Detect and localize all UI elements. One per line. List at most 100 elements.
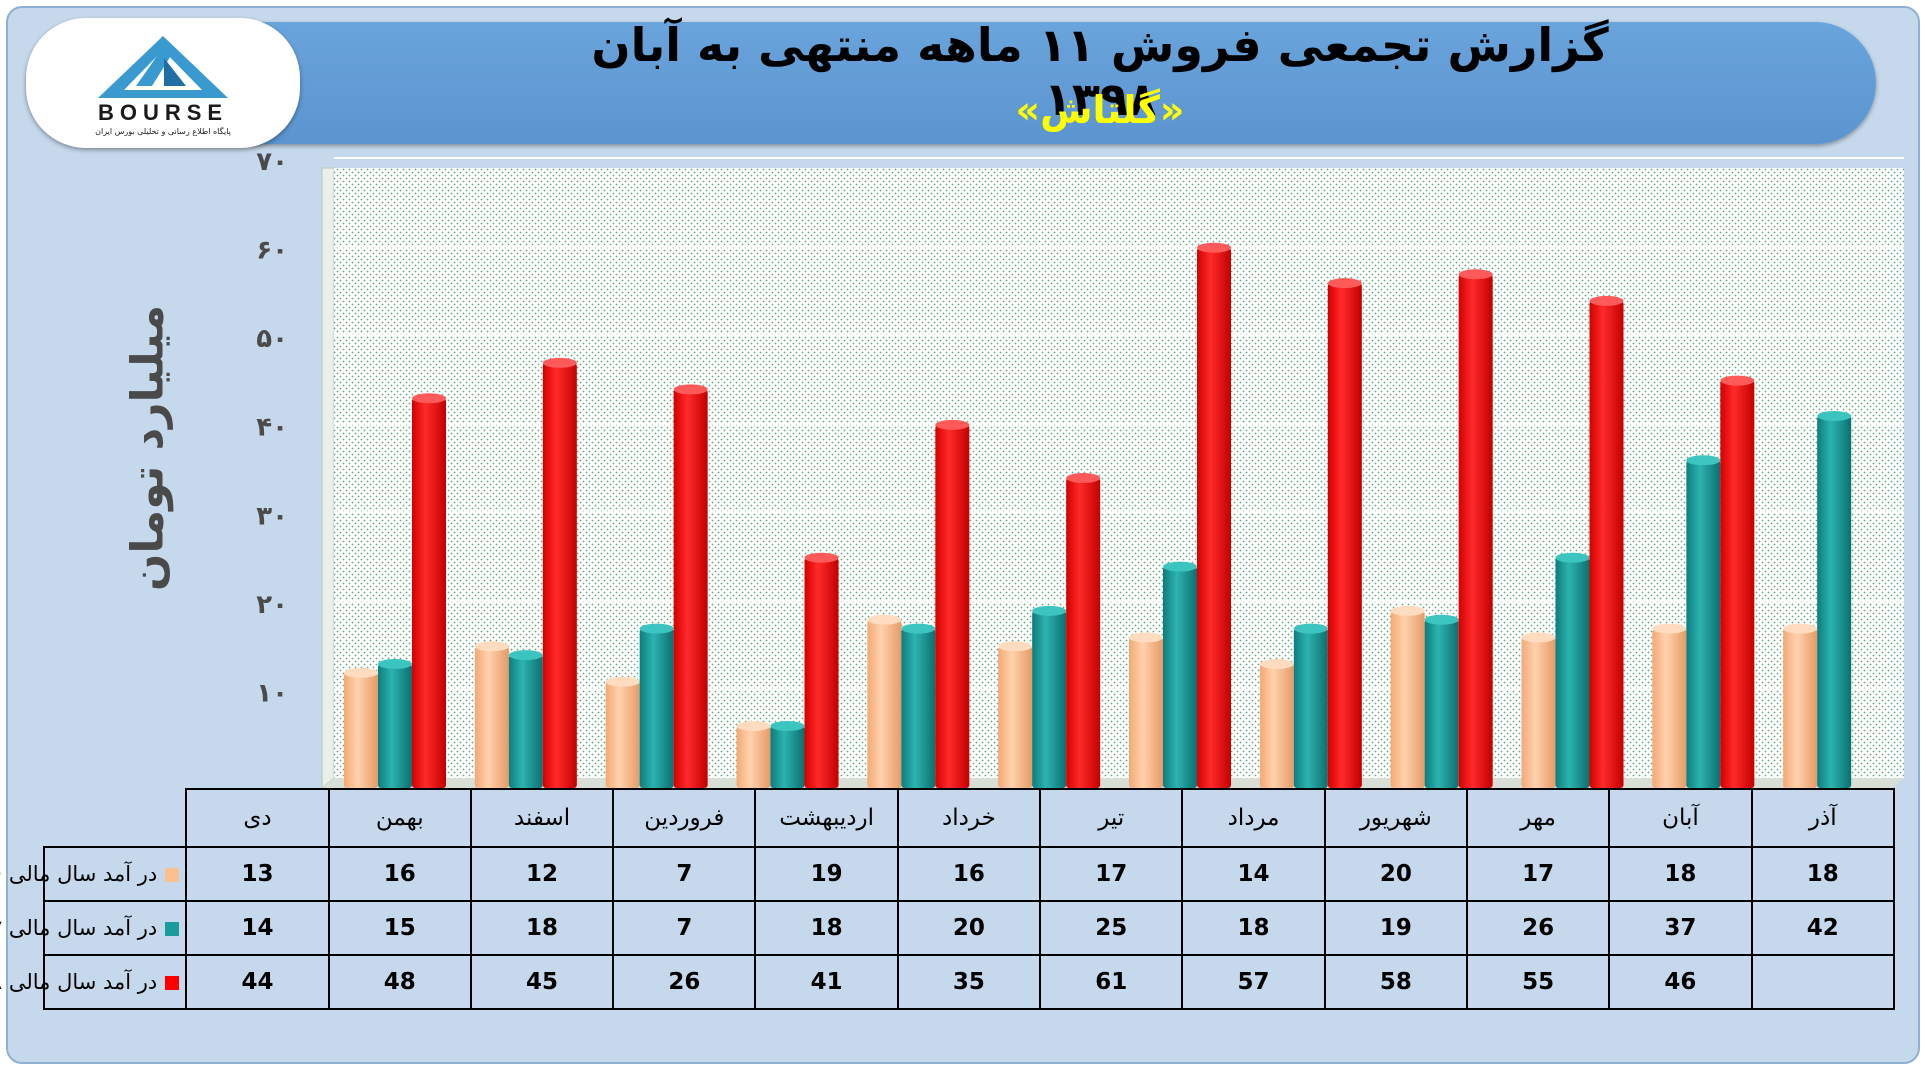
bar bbox=[1066, 473, 1101, 788]
data-label: 20 bbox=[1323, 846, 1468, 902]
bar bbox=[867, 614, 902, 788]
bar bbox=[1424, 614, 1459, 788]
data-label: 7 bbox=[612, 846, 757, 902]
title-banner bbox=[28, 22, 1876, 144]
bar bbox=[1686, 455, 1721, 788]
bar bbox=[1521, 632, 1556, 788]
y-tick-label: ۱۰ bbox=[256, 678, 288, 708]
svg-text:BOURSE: BOURSE bbox=[98, 100, 228, 125]
data-label: 55 bbox=[1465, 954, 1611, 1010]
y-tick-label: ۵۰ bbox=[256, 324, 288, 354]
bar bbox=[804, 552, 839, 788]
data-label: 26 bbox=[612, 954, 757, 1010]
data-label: 17 bbox=[1465, 846, 1611, 902]
bourse-logo-icon: BOURSE پایگاه اطلاع رسانی و تحلیلی بورس … bbox=[95, 36, 231, 136]
chart-title: گزارش تجمعی فروش ۱۱ ماهه منتهی به آبان ۱… bbox=[591, 18, 1609, 126]
y-tick-label: ۶۰ bbox=[256, 236, 288, 266]
bar bbox=[542, 357, 577, 788]
bar bbox=[1163, 561, 1197, 788]
data-label: 14 bbox=[185, 900, 330, 956]
data-label: 57 bbox=[1181, 954, 1326, 1010]
bar bbox=[1197, 242, 1231, 788]
data-label: 25 bbox=[1039, 900, 1184, 956]
legend-swatch bbox=[165, 922, 180, 936]
bar bbox=[1327, 278, 1362, 788]
table-row: در آمد سال مالی ۹۶-۹۵1316127191617142017… bbox=[0, 846, 1896, 902]
bar bbox=[639, 623, 674, 788]
bar bbox=[1817, 411, 1852, 788]
bar bbox=[412, 393, 446, 788]
bar bbox=[474, 641, 509, 788]
bar bbox=[1259, 659, 1294, 788]
data-label: 16 bbox=[327, 846, 472, 902]
plot-side-wall bbox=[321, 167, 335, 790]
bar bbox=[1589, 295, 1624, 788]
data-label: 18 bbox=[1181, 900, 1326, 956]
table-header-cell: تیر bbox=[1039, 788, 1184, 848]
bar bbox=[1458, 269, 1493, 788]
table-row: در آمد سال مالی ۹۷-۹۶1415187182025181926… bbox=[0, 900, 1896, 956]
bar bbox=[605, 676, 640, 788]
table-header-cell: بهمن bbox=[327, 788, 472, 848]
y-tick-label: ۳۰ bbox=[256, 501, 288, 531]
data-label: 41 bbox=[754, 954, 899, 1010]
bar bbox=[344, 667, 378, 788]
data-label: 19 bbox=[1323, 900, 1468, 956]
bar bbox=[935, 419, 970, 788]
bar bbox=[1720, 375, 1755, 788]
data-label bbox=[1750, 954, 1896, 1010]
plot-floor bbox=[322, 778, 1904, 788]
table-header-row: دی بهمن اسفند فروردین اردیبهشت خرداد تیر مرداد ش… bbox=[44, 788, 1896, 848]
table-header-cell: خرداد bbox=[896, 788, 1042, 848]
bar bbox=[1652, 623, 1687, 788]
data-label: 58 bbox=[1323, 954, 1468, 1010]
data-label: 16 bbox=[896, 846, 1042, 902]
bar bbox=[1129, 632, 1163, 788]
data-label: 46 bbox=[1608, 954, 1753, 1010]
table-corner bbox=[44, 789, 188, 848]
data-label: 14 bbox=[1181, 846, 1326, 902]
legend-entry: در آمد سال مالی ۹۷-۹۶ bbox=[0, 900, 188, 956]
legend-label: در آمد سال مالی ۹۷-۹۶ bbox=[0, 916, 158, 940]
y-tick-label: ۲۰ bbox=[256, 590, 288, 620]
legend-label: در آمد سال مالی ۹۸-۹۷ bbox=[0, 970, 158, 994]
legend-entry: در آمد سال مالی ۹۶-۹۵ bbox=[0, 846, 188, 902]
y-tick-label: ۴۰ bbox=[256, 413, 288, 443]
data-label: 37 bbox=[1608, 900, 1753, 956]
y-tick-label: ۷۰ bbox=[256, 147, 288, 177]
table-header-cell: شهریور bbox=[1323, 788, 1468, 848]
table-row: در آمد سال مالی ۹۸-۹۷ 4448452641356157585… bbox=[0, 954, 1896, 1010]
data-label: 45 bbox=[469, 954, 615, 1010]
bar bbox=[901, 623, 936, 788]
table-header-cell: اردیبهشت bbox=[754, 788, 899, 848]
legend-label: در آمد سال مالی ۹۶-۹۵ bbox=[0, 862, 158, 886]
bar bbox=[998, 641, 1033, 788]
bar bbox=[508, 650, 543, 788]
data-label: 19 bbox=[754, 846, 899, 902]
plot-area bbox=[334, 168, 1904, 778]
bar bbox=[1555, 552, 1590, 788]
table-header-cell: مرداد bbox=[1181, 788, 1326, 848]
table-header-cell: مهر bbox=[1465, 788, 1611, 848]
bar bbox=[1783, 623, 1818, 788]
data-label: 13 bbox=[185, 846, 330, 902]
data-label: 26 bbox=[1465, 900, 1611, 956]
table-header-cell: آبان bbox=[1608, 788, 1753, 848]
bar bbox=[736, 721, 771, 788]
legend-swatch bbox=[165, 976, 180, 990]
svg-text:پایگاه اطلاع رسانی و تحلیلی بو: پایگاه اطلاع رسانی و تحلیلی بورس ایران bbox=[95, 126, 231, 136]
bar bbox=[378, 659, 412, 788]
bar bbox=[1032, 605, 1067, 788]
data-label: 61 bbox=[1039, 954, 1184, 1010]
bar bbox=[770, 721, 805, 788]
data-label: 42 bbox=[1750, 900, 1896, 956]
bourse-logo: BOURSE پایگاه اطلاع رسانی و تحلیلی بورس … bbox=[26, 18, 300, 148]
data-label: 17 bbox=[1039, 846, 1184, 902]
data-table: دی بهمن اسفند فروردین اردیبهشت خرداد تیر مرداد ش… bbox=[0, 788, 1896, 1010]
data-label: 48 bbox=[327, 954, 472, 1010]
chart-subtitle: «گلتاش» bbox=[1015, 88, 1185, 132]
data-label: 44 bbox=[185, 954, 330, 1010]
table-header-cell: دی bbox=[185, 788, 330, 848]
data-label: 18 bbox=[754, 900, 899, 956]
data-label: 18 bbox=[1608, 846, 1753, 902]
